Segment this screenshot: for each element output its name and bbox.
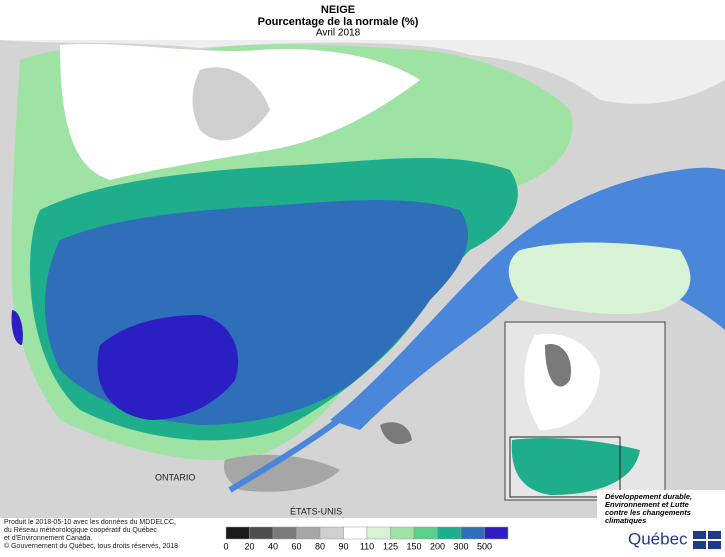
legend-label: 150 <box>406 541 421 551</box>
zone-500-west <box>11 310 23 345</box>
logo: Développement durable,Environnement et L… <box>597 490 725 552</box>
legend-swatch <box>484 526 509 540</box>
legend-swatch <box>437 526 462 540</box>
credit-line: du Réseau météorologique coopératif du Q… <box>4 527 157 534</box>
credit-line: © Gouvernement du Québec, tous droits ré… <box>4 542 178 550</box>
zone-40 <box>380 422 412 445</box>
subtitle: Pourcentage de la normale (%) <box>258 16 419 28</box>
legend-label: 500 <box>477 541 492 551</box>
legend-swatch <box>366 526 391 540</box>
legend-label: 110 <box>360 541 374 551</box>
inset-frame <box>509 436 621 498</box>
logo-name: Québec <box>628 529 688 548</box>
credit-line: Produit le 2018-05-10 avec les données d… <box>4 519 176 526</box>
legend-swatch <box>390 526 415 540</box>
legend-swatch <box>413 526 438 540</box>
logo-ministry: Environnement et Lutte <box>605 500 689 509</box>
zone-110 <box>508 242 691 315</box>
inset-gray <box>545 344 571 387</box>
river <box>228 327 443 493</box>
zone-80 <box>192 67 270 141</box>
region-label: ONTARIO <box>155 472 195 482</box>
map <box>0 40 725 518</box>
legend-label: 125 <box>383 541 398 551</box>
credit-line: et d'Environnement Canada. <box>4 535 93 542</box>
legend-swatch <box>272 526 297 540</box>
zone-500 <box>97 315 239 420</box>
legend-label: 0 <box>223 541 228 551</box>
legend-swatch <box>460 526 485 540</box>
legend-swatch <box>249 526 274 540</box>
logo-ministry: contre les changements <box>605 508 691 517</box>
legend-label: 200 <box>430 541 445 551</box>
legend-swatch <box>225 526 250 540</box>
legend-swatch <box>319 526 344 540</box>
legend-label: 300 <box>453 541 468 551</box>
period: Avril 2018 <box>316 28 361 39</box>
logo-ministry: Développement durable, <box>605 492 692 501</box>
credits: Produit le 2018-05-10 avec les données d… <box>4 519 178 550</box>
legend-swatch <box>343 526 368 540</box>
inset-south <box>511 438 640 495</box>
title: NEIGE <box>321 4 355 16</box>
logo-ministry: climatiques <box>605 516 646 525</box>
legend-label: 90 <box>338 541 348 551</box>
zone-60 <box>223 454 340 492</box>
legend-swatch <box>296 526 321 540</box>
region-label: ÉTATS-UNIS <box>290 506 342 516</box>
legend-label: 20 <box>244 541 254 551</box>
legend-label: 60 <box>291 541 301 551</box>
legend-label: 40 <box>268 541 278 551</box>
water <box>330 167 725 430</box>
legend-label: 80 <box>315 541 325 551</box>
north-land <box>0 40 725 104</box>
legend: 0 20 40 60 80 90 110 125 150 200 300 500 <box>223 526 509 551</box>
